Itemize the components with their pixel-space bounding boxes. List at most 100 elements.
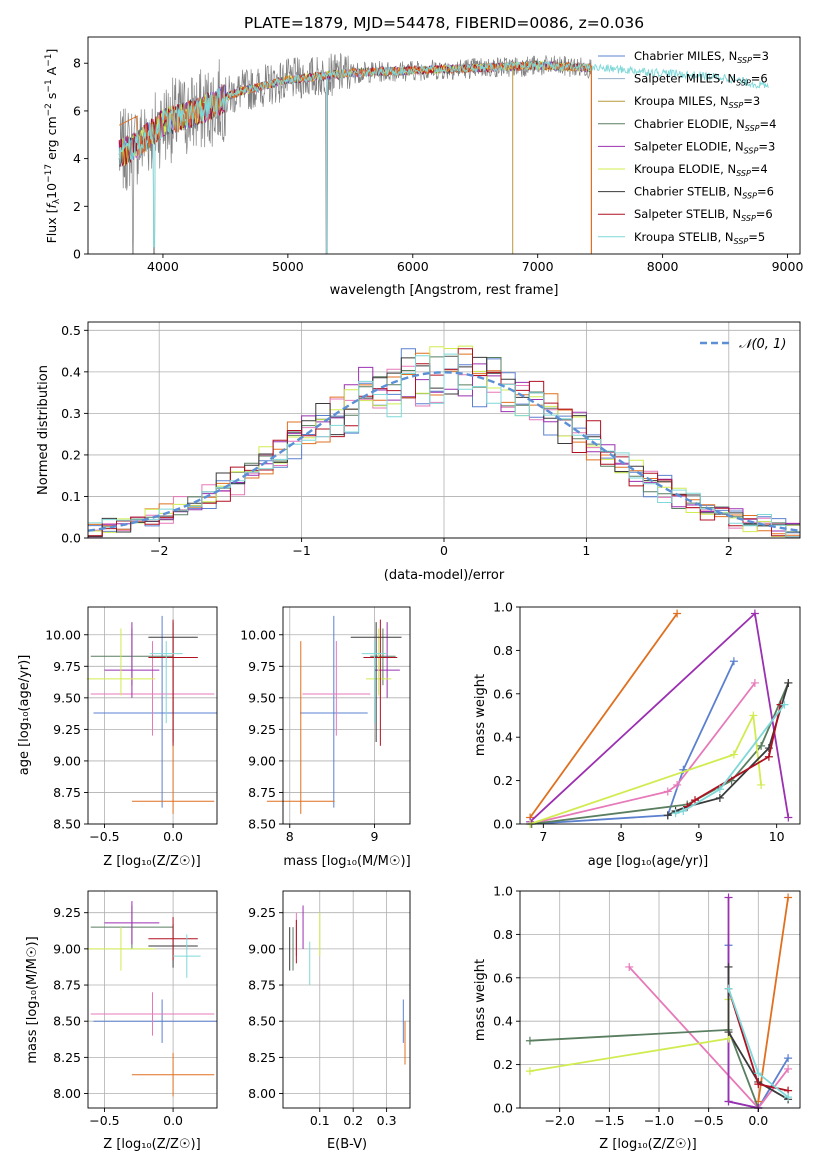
legend-label-count: =6 — [757, 185, 774, 199]
mass-z-panel-ytick-label: 9.00 — [53, 941, 81, 956]
age-mass-panel-ytick-label: 9.25 — [248, 722, 276, 737]
legend-label-text: Kroupa STELIB, N — [634, 230, 734, 244]
z-xaxis-label-lower: Z [log₁₀(Z/Z☉)] — [599, 1137, 696, 1152]
weight-z-panel-marker — [784, 1054, 793, 1063]
spectrum-ytick-label: 0 — [73, 247, 81, 262]
weight-z-panel-marker — [754, 1080, 763, 1089]
age-mass-panel-xtick-label: 9 — [370, 829, 378, 844]
weight-age-panel-series — [667, 682, 790, 817]
age-z-panel-xtick-label: 0.0 — [163, 829, 183, 844]
spectrum-xtick-label: 5000 — [272, 259, 304, 274]
legend-label-count: =5 — [748, 230, 765, 244]
weight-z-panel-marker — [724, 1028, 733, 1037]
weight-z-panel-marker — [784, 1064, 793, 1073]
weight-age-panel-ytick-label: 1.0 — [493, 600, 513, 615]
weight-age-panel-marker — [784, 678, 793, 687]
residual-ytick-label: 0.4 — [61, 364, 81, 379]
spectrum-xtick-label: 6000 — [397, 259, 429, 274]
mass-ebv-panel-ytick-label: 8.25 — [248, 1050, 276, 1065]
weight-age-panel-marker — [671, 809, 680, 818]
weight-age-panel-marker — [663, 787, 672, 796]
weight-age-panel-marker — [780, 700, 789, 709]
legend-label-text: Salpeter ELODIE, N — [634, 139, 744, 153]
age-axis-label: age [log₁₀(age/yr)] — [17, 655, 32, 776]
weight-age-panel-marker — [729, 657, 738, 666]
legend-label-sub: SSP — [734, 237, 749, 246]
age-xaxis-label: age [log₁₀(age/yr)] — [588, 854, 709, 869]
weight-z-panel-marker — [754, 1069, 763, 1078]
mass-z-panel-xtick-label: 0.0 — [163, 1113, 183, 1128]
weight-age-panel-xtick-label: 8 — [617, 829, 625, 844]
spectrum-xtick-label: 7000 — [522, 259, 554, 274]
spectrum-xtick-label: 4000 — [147, 259, 179, 274]
mass-ebv-panel-xtick-label: 0.3 — [377, 1113, 397, 1128]
legend-label-sub: SSP — [742, 192, 757, 201]
residual-histogram — [88, 345, 800, 537]
residual-xtick-label: −2 — [150, 543, 168, 558]
age-mass-panel-ytick-label: 9.50 — [248, 690, 276, 705]
legend-label: Salpeter ELODIE, NSSP=3 — [634, 139, 775, 155]
residual-xtick-label: 1 — [582, 543, 590, 558]
mass-z-panel-xtick-label: −0.5 — [89, 1113, 119, 1128]
z-axis-label-lower: Z [log₁₀(Z/Z☉)] — [103, 1137, 200, 1152]
legend-label-sub: SSP — [741, 214, 756, 223]
weight-z-panel-ytick-label: 0.8 — [493, 927, 513, 942]
age-mass-panel-frame — [282, 606, 411, 825]
weight-age-panel-marker — [749, 711, 758, 720]
weight-age-panel-xtick-label: 10 — [769, 829, 785, 844]
mass-z-panel-ytick-label: 8.75 — [53, 978, 81, 993]
weight-age-panel-marker — [715, 785, 724, 794]
legend-label-count: =6 — [756, 207, 773, 221]
mass-axis-label: mass [log₁₀(M/M☉)] — [283, 854, 410, 869]
weight-age-panel-ytick-label: 0.6 — [493, 686, 513, 701]
weight-z-panel-marker — [784, 1093, 793, 1102]
weight-age-panel-marker — [784, 813, 793, 822]
weight-z-panel-ytick-label: 0.4 — [493, 1014, 513, 1029]
weight-age-panel-marker — [750, 678, 759, 687]
mass-ebv-panel-ytick-label: 8.50 — [248, 1014, 276, 1029]
grid-layer — [88, 322, 800, 1109]
mass-z-panel-ytick-label: 8.50 — [53, 1014, 81, 1029]
weight-age-panel-series — [531, 682, 790, 825]
legend-label-text: Chabrier MILES, N — [634, 49, 737, 63]
age-z-panel-ytick-label: 9.75 — [53, 659, 81, 674]
legend-label-count: =6 — [751, 72, 768, 86]
age-mass-panel-ytick-label: 9.75 — [248, 659, 276, 674]
mass-ebv-panel-ytick-label: 9.25 — [248, 905, 276, 920]
age-z-panel-xtick-label: −0.5 — [89, 829, 119, 844]
weight-age-panel-frame — [519, 606, 801, 825]
legend-label: Chabrier ELODIE, NSSP=4 — [634, 117, 776, 133]
weight-z-panel-xtick-label: −0.5 — [693, 1113, 723, 1128]
age-z-panel-ytick-label: 10.00 — [45, 627, 81, 642]
weight-age-panel-marker — [679, 806, 688, 815]
weight-age-panel-series — [530, 660, 735, 825]
age-mass-panel-ytick-label: 9.00 — [248, 753, 276, 768]
weight-age-panel-series — [675, 704, 786, 814]
weight-age-panel-ytick-label: 0.0 — [493, 817, 513, 832]
normal-legend-label: 𝒩(0, 1) — [739, 337, 786, 352]
weight-z-panel-series — [757, 897, 789, 1102]
weight-age-panel-marker — [750, 609, 759, 618]
legend-label-sub: SSP — [737, 56, 752, 65]
residual-ylabel: Normed distribution — [36, 365, 51, 495]
age-z-panel-ytick-label: 9.50 — [53, 690, 81, 705]
legend-label-sub: SSP — [736, 79, 751, 88]
weight-age-panel-xtick-label: 9 — [695, 829, 703, 844]
weight-age-panel-series — [529, 712, 762, 825]
weight-z-panel-marker — [724, 893, 733, 902]
legend-label: Chabrier STELIB, NSSP=6 — [634, 185, 774, 201]
weight-z-panel-marker — [784, 893, 793, 902]
mass-yaxis-label: mass [log₁₀(M/M☉)] — [25, 936, 40, 1063]
weight-z-panel-series — [727, 967, 789, 1101]
weight-z-panel-marker — [724, 984, 733, 993]
model-fit-line — [118, 60, 769, 248]
residual-ytick-label: 0.5 — [61, 323, 81, 338]
mass-z-panel-ytick-label: 9.25 — [53, 905, 81, 920]
legend-label-text: Salpeter STELIB, N — [634, 207, 741, 221]
age-mass-panel-ytick-label: 8.75 — [248, 785, 276, 800]
weight-z-panel-xtick-label: −2.0 — [545, 1113, 575, 1128]
normal-curve — [87, 371, 801, 532]
residual-ytick-label: 0.3 — [61, 406, 81, 421]
weight-z-panel-frame — [519, 890, 801, 1109]
